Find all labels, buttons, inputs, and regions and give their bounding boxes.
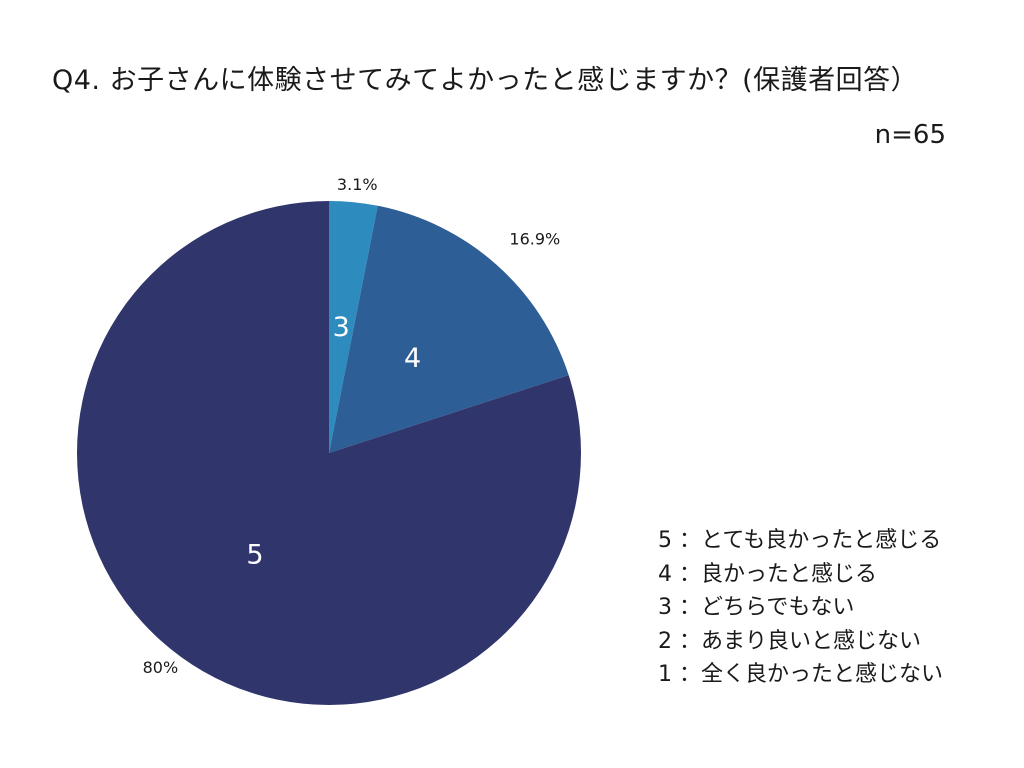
pie-slice-5 xyxy=(77,201,581,705)
slice-label-5: 5 xyxy=(246,539,263,570)
legend-item-5: 5 ：とても良かったと感じる xyxy=(658,528,942,553)
pie-slice-4 xyxy=(329,205,569,453)
legend: 5 ：とても良かったと感じる 4 ：良かったと感じる 3 ：どちらでもない 2 … xyxy=(658,524,943,692)
slice-percent-3: 3.1% xyxy=(337,175,378,194)
sample-size: n=65 xyxy=(874,120,946,150)
slice-percent-4: 16.9% xyxy=(509,230,560,249)
slice-percent-5: 80% xyxy=(143,658,179,677)
slice-label-4: 4 xyxy=(404,343,421,374)
pie-inner-labels: 3 4 5 xyxy=(246,312,421,570)
legend-item-4: 4 ：良かったと感じる xyxy=(658,561,877,587)
pie-slice-3 xyxy=(329,201,378,453)
pie-slices xyxy=(77,201,581,705)
pie-outer-labels: 3.1% 16.9% 80% xyxy=(143,175,561,677)
legend-item-1: 1 ：全く良かったと感じない xyxy=(658,662,943,687)
legend-item-2: 2 ：あまり良いと感じない xyxy=(658,628,921,654)
chart-title: Q4. お子さんに体験させてみてよかったと感じますか？(保護者回答） xyxy=(52,65,919,96)
legend-item-3: 3 ：どちらでもない xyxy=(658,595,855,620)
slice-label-3: 3 xyxy=(333,312,350,343)
